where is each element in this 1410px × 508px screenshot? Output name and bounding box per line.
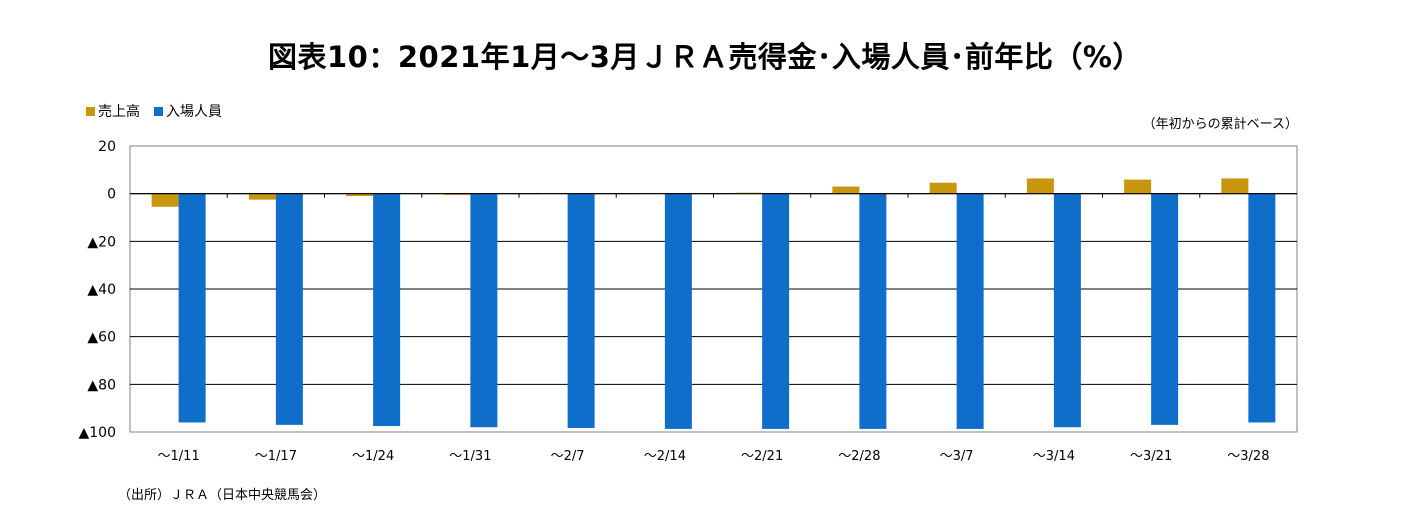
cumulative-basis-note: （年初からの累計ベース） — [1142, 117, 1298, 132]
y-tick-label: 20 — [98, 139, 116, 155]
bar-sales — [929, 182, 957, 194]
y-tick-label: ▲40 — [87, 282, 116, 298]
bar-attendance — [1248, 193, 1276, 423]
x-tick-label: ～1/11 — [158, 449, 200, 464]
bar-attendance — [1151, 193, 1179, 425]
x-tick-label: ～2/7 — [551, 449, 585, 464]
legend-swatch-attendance — [154, 106, 163, 116]
x-tick-label: ～3/28 — [1227, 449, 1269, 464]
bar-sales — [1026, 178, 1054, 194]
x-tick-label: ～3/7 — [940, 449, 974, 464]
bar-attendance — [956, 193, 984, 429]
x-tick-label: ～3/21 — [1130, 449, 1172, 464]
legend-label-attendance: 入場人員 — [166, 104, 222, 120]
bar-attendance — [178, 193, 206, 423]
x-tick-label: ～2/28 — [838, 449, 880, 464]
bar-sales — [1124, 179, 1152, 194]
bar-attendance — [470, 193, 498, 428]
legend-item-sales: 売上高 — [86, 101, 140, 121]
bar-sales — [832, 186, 860, 194]
y-tick-label: ▲80 — [87, 377, 116, 393]
y-tick-label: 0 — [107, 187, 116, 203]
source-note: （出所）ＪＲＡ（日本中央競馬会） — [118, 488, 327, 503]
chart-title: 図表10：2021年1月～3月ＪＲＡ売得金･入場人員･前年比（%） — [268, 40, 1142, 74]
bar-sales — [248, 193, 276, 200]
legend-item-attendance: 入場人員 — [154, 101, 222, 121]
bar-attendance — [275, 193, 303, 425]
y-tick-label: ▲100 — [79, 425, 117, 441]
bar-sales — [346, 193, 374, 197]
legend-swatch-sales — [86, 106, 95, 116]
bar-sales — [151, 193, 179, 207]
bar-sales — [1221, 178, 1249, 194]
bar-attendance — [567, 193, 595, 428]
legend-label-sales: 売上高 — [98, 104, 140, 120]
legend: 売上高 入場人員 — [86, 101, 236, 121]
bar-attendance — [762, 193, 790, 429]
bar-attendance — [664, 193, 692, 429]
x-tick-label: ～2/14 — [644, 449, 686, 464]
x-tick-label: ～3/14 — [1033, 449, 1075, 464]
y-tick-label: ▲20 — [87, 234, 116, 250]
x-tick-label: ～1/24 — [352, 449, 394, 464]
bar-attendance — [859, 193, 887, 429]
x-tick-label: ～1/31 — [449, 449, 491, 464]
bar-attendance — [373, 193, 401, 427]
x-tick-label: ～2/21 — [741, 449, 783, 464]
y-tick-label: ▲60 — [87, 330, 116, 346]
x-tick-label: ～1/17 — [255, 449, 297, 464]
bar-attendance — [1053, 193, 1081, 428]
